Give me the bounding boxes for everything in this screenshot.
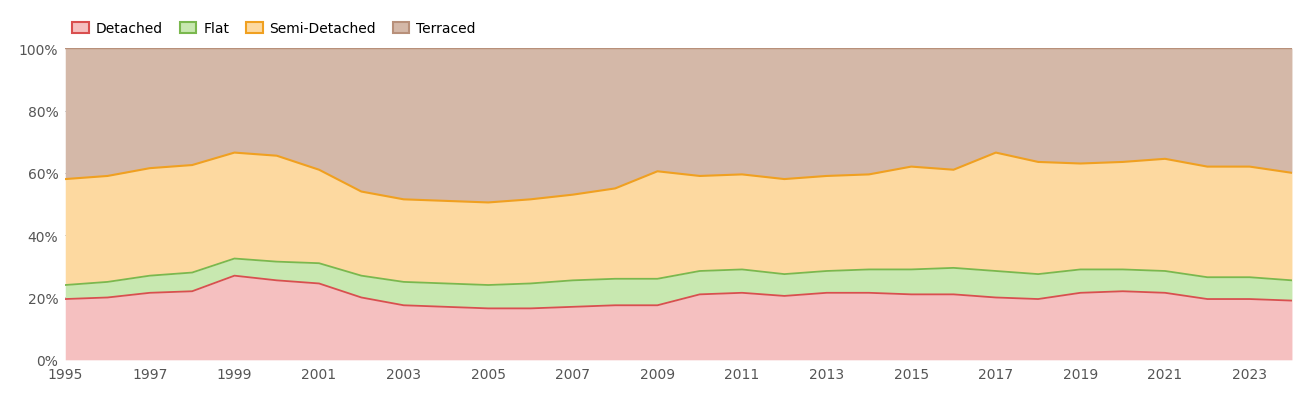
- Legend: Detached, Flat, Semi-Detached, Terraced: Detached, Flat, Semi-Detached, Terraced: [72, 22, 476, 36]
